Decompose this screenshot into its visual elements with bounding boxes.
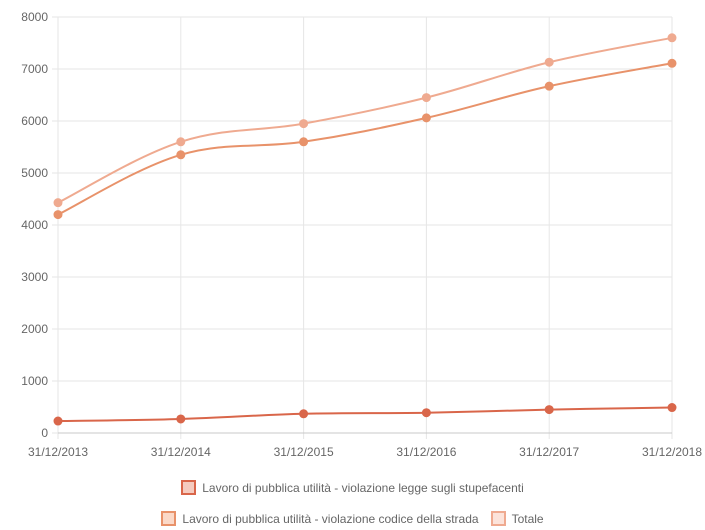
- legend-item-codice-strada[interactable]: Lavoro di pubblica utilità - violazione …: [161, 511, 479, 526]
- legend-row-1: Lavoro di pubblica utilità - violazione …: [0, 480, 705, 495]
- y-tick-label: 6000: [21, 114, 48, 128]
- legend-label-stupefacenti: Lavoro di pubblica utilità - violazione …: [202, 480, 524, 495]
- legend-swatch-stupefacenti: [181, 480, 197, 495]
- data-point[interactable]: [176, 414, 186, 424]
- data-point[interactable]: [544, 57, 554, 67]
- x-tick-label: 31/12/2014: [151, 445, 211, 459]
- x-tick-label: 31/12/2016: [396, 445, 456, 459]
- axes: 0 1000 2000 3000 4000 5000 6000 7000 8000 31/12/2…: [21, 10, 702, 459]
- series-layer: [53, 33, 677, 426]
- data-point[interactable]: [53, 416, 63, 426]
- data-point[interactable]: [544, 405, 554, 415]
- data-point[interactable]: [299, 119, 309, 129]
- legend-label-totale: Totale: [511, 511, 544, 526]
- series-line-2: [57, 36, 673, 204]
- data-point[interactable]: [176, 137, 186, 147]
- x-tick-label: 31/12/2013: [28, 445, 88, 459]
- grid-lines: [52, 16, 673, 439]
- legend-swatch-totale: [490, 511, 506, 526]
- y-tick-label: 4000: [21, 218, 48, 232]
- legend-label-codice-strada: Lavoro di pubblica utilità - violazione …: [182, 511, 479, 526]
- y-tick-label: 8000: [21, 10, 48, 24]
- y-tick-label: 3000: [21, 270, 48, 284]
- data-point[interactable]: [421, 113, 431, 123]
- data-point[interactable]: [299, 409, 309, 419]
- x-tick-label: 31/12/2018: [642, 445, 702, 459]
- y-tick-label: 0: [41, 426, 48, 440]
- data-point[interactable]: [421, 93, 431, 103]
- series-line-1: [57, 62, 673, 216]
- data-point[interactable]: [53, 198, 63, 208]
- data-point[interactable]: [667, 33, 677, 43]
- data-point[interactable]: [421, 408, 431, 418]
- data-point[interactable]: [53, 210, 63, 220]
- x-tick-label: 31/12/2015: [274, 445, 334, 459]
- y-tick-label: 7000: [21, 62, 48, 76]
- y-tick-label: 2000: [21, 322, 48, 336]
- x-tick-label: 31/12/2017: [519, 445, 579, 459]
- data-point[interactable]: [667, 403, 677, 413]
- data-point[interactable]: [544, 81, 554, 91]
- y-tick-label: 5000: [21, 166, 48, 180]
- legend-item-stupefacenti[interactable]: Lavoro di pubblica utilità - violazione …: [181, 480, 524, 495]
- data-point[interactable]: [176, 150, 186, 160]
- y-tick-label: 1000: [21, 374, 48, 388]
- data-point[interactable]: [299, 137, 309, 147]
- data-point[interactable]: [667, 58, 677, 68]
- legend-row-2: Lavoro di pubblica utilità - violazione …: [0, 511, 705, 526]
- legend-swatch-codice-strada: [161, 511, 177, 526]
- series-line-0: [57, 406, 673, 423]
- legend-item-totale[interactable]: Totale: [490, 511, 544, 526]
- line-chart: 0 1000 2000 3000 4000 5000 6000 7000 8000 31/12/2…: [21, 10, 702, 459]
